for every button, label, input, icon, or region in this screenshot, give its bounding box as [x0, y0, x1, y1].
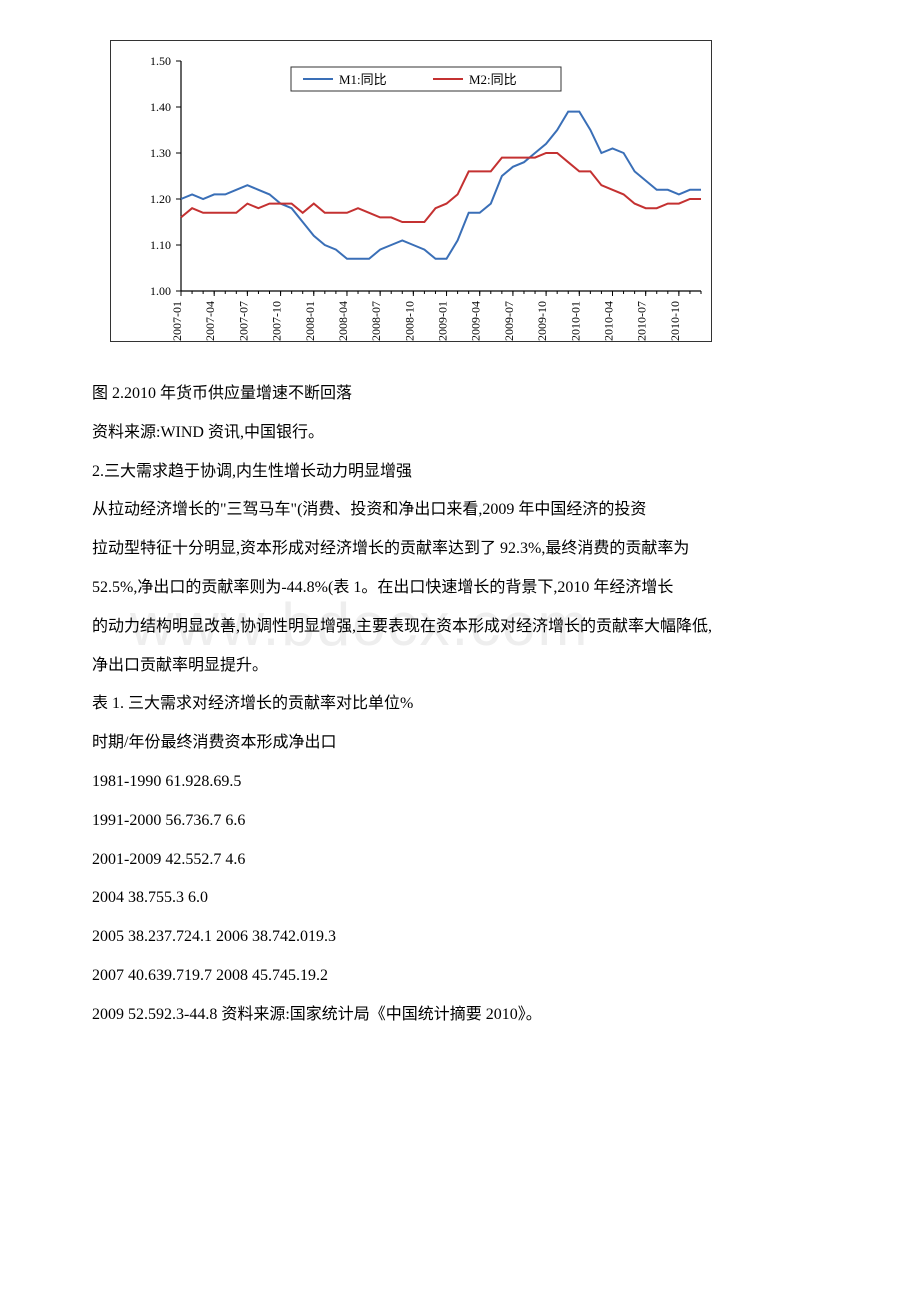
x-tick-label: 2009-07 [502, 301, 516, 341]
legend-label: M2:同比 [469, 72, 517, 87]
series-line [181, 112, 701, 259]
paragraph: 拉动型特征十分明显,资本形成对经济增长的贡献率达到了 92.3%,最终消费的贡献… [60, 537, 860, 562]
paragraph: 图 2.2010 年货币供应量增速不断回落 [60, 382, 860, 407]
paragraph: 从拉动经济增长的"三驾马车"(消费、投资和净出口来看,2009 年中国经济的投资 [60, 498, 860, 523]
x-tick-label: 2007-10 [270, 301, 284, 341]
line-chart: 1.00 1.10 1.20 1.30 1.40 1.50 2007-01 2007-04 20… [110, 40, 712, 342]
x-tick-label: 2007-04 [203, 301, 217, 341]
x-tick-label: 2009-10 [535, 301, 549, 341]
x-tick-label: 2009-04 [469, 301, 483, 341]
paragraph: 2004 38.755.3 6.0 [60, 886, 860, 911]
x-tick-label: 2010-10 [668, 301, 682, 341]
paragraph: 2009 52.592.3-44.8 资料来源:国家统计局《中国统计摘要 201… [60, 1003, 860, 1028]
paragraph: 净出口贡献率明显提升。 [60, 654, 860, 679]
x-tick-label: 2008-04 [336, 301, 350, 341]
y-tick-label: 1.30 [150, 146, 171, 160]
paragraph: 1981-1990 61.928.69.5 [60, 770, 860, 795]
x-tick-label: 2008-10 [402, 301, 416, 341]
paragraph: 的动力结构明显改善,协调性明显增强,主要表现在资本形成对经济增长的贡献率大幅降低… [60, 615, 860, 640]
paragraph: 1991-2000 56.736.7 6.6 [60, 809, 860, 834]
y-tick-label: 1.10 [150, 238, 171, 252]
series-line [181, 153, 701, 222]
chart-figure: 1.00 1.10 1.20 1.30 1.40 1.50 2007-01 2007-04 20… [110, 40, 860, 342]
x-tick-label: 2007-01 [170, 301, 184, 341]
y-tick-label: 1.50 [150, 54, 171, 68]
document-page: 1.00 1.10 1.20 1.30 1.40 1.50 2007-01 2007-04 20… [0, 0, 920, 1102]
x-tick-label: 2008-07 [369, 301, 383, 341]
paragraph: 资料来源:WIND 资讯,中国银行。 [60, 421, 860, 446]
paragraph: 2.三大需求趋于协调,内生性增长动力明显增强 [60, 460, 860, 485]
body-text: 图 2.2010 年货币供应量增速不断回落资料来源:WIND 资讯,中国银行。 2… [60, 382, 860, 1028]
x-tick-label: 2010-04 [601, 301, 615, 341]
paragraph: 2005 38.237.724.1 2006 38.742.019.3 [60, 925, 860, 950]
paragraph: 2007 40.639.719.7 2008 45.745.19.2 [60, 964, 860, 989]
y-tick-label: 1.20 [150, 192, 171, 206]
paragraph: 2001-2009 42.552.7 4.6 [60, 848, 860, 873]
x-tick-label: 2008-01 [303, 301, 317, 341]
x-tick-label: 2009-01 [436, 301, 450, 341]
y-tick-label: 1.00 [150, 284, 171, 298]
x-tick-label: 2007-07 [236, 301, 250, 341]
x-tick-label: 2010-01 [568, 301, 582, 341]
legend-label: M1:同比 [339, 72, 387, 87]
x-tick-label: 2010-07 [635, 301, 649, 341]
paragraph: 时期/年份最终消费资本形成净出口 [60, 731, 860, 756]
y-tick-label: 1.40 [150, 100, 171, 114]
paragraph: 表 1. 三大需求对经济增长的贡献率对比单位% [60, 692, 860, 717]
paragraph: 52.5%,净出口的贡献率则为-44.8%(表 1。在出口快速增长的背景下,20… [60, 576, 860, 601]
